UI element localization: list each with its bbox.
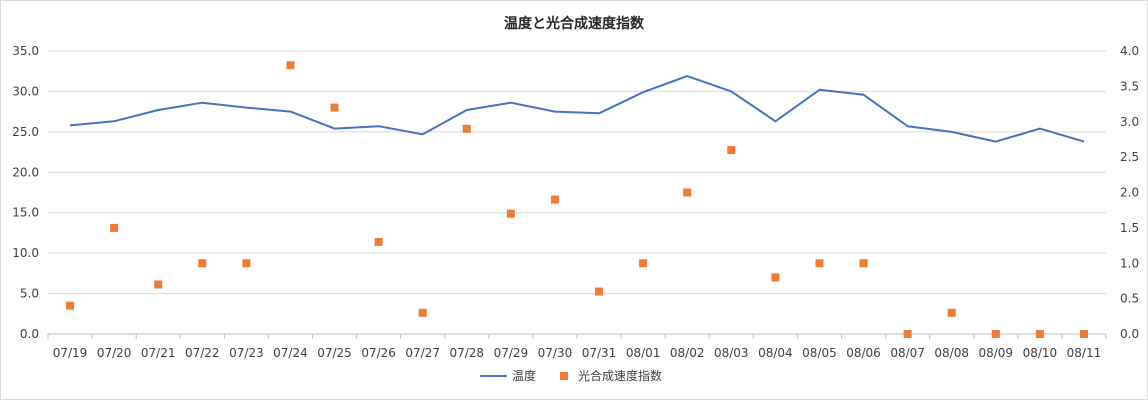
y-left-tick-label: 25.0 [12, 125, 39, 139]
x-tick-label: 08/05 [802, 346, 837, 360]
photosynthesis-marker [506, 209, 515, 218]
y-left-tick-label: 20.0 [12, 165, 39, 179]
x-tick-label: 07/30 [538, 346, 573, 360]
x-tick-label: 08/07 [890, 346, 925, 360]
y-axis-left: 0.0 5.0 10.0 15.0 20.0 25.0 30.0 35.0 [12, 44, 39, 341]
chart-title: 温度と光合成速度指数 [504, 15, 645, 32]
x-tick-label: 08/09 [978, 346, 1013, 360]
x-tick-label: 08/08 [934, 346, 969, 360]
x-tick-label: 08/03 [714, 346, 749, 360]
y-left-tick-label: 15.0 [12, 206, 39, 220]
photosynthesis-marker [330, 103, 339, 112]
x-tick-label: 07/21 [141, 346, 176, 360]
y-right-tick-label: 0.0 [1120, 327, 1139, 341]
photosynthesis-marker [110, 223, 119, 232]
y-left-tick-label: 10.0 [12, 246, 39, 260]
photosynthesis-marker [66, 301, 75, 310]
y-right-tick-label: 1.0 [1120, 256, 1139, 270]
y-left-tick-label: 0.0 [20, 327, 39, 341]
x-tick-label: 08/06 [846, 346, 881, 360]
photosynthesis-marker [595, 287, 604, 296]
y-right-tick-label: 0.5 [1120, 292, 1139, 306]
gridlines [48, 50, 1106, 335]
photosynthesis-marker [639, 259, 648, 268]
x-tick-label: 07/26 [361, 346, 396, 360]
y-right-tick-label: 4.0 [1120, 44, 1139, 58]
photosynthesis-marker [242, 259, 251, 268]
x-tick-label: 08/04 [758, 346, 793, 360]
photosynthesis-marker [727, 146, 736, 155]
photosynthesis-marker [859, 259, 868, 268]
photosynthesis-marker [550, 195, 559, 204]
x-tick-label: 07/25 [317, 346, 352, 360]
legend: 温度 光合成速度指数 [480, 368, 662, 383]
x-tick-label: 08/11 [1067, 346, 1102, 360]
photosynthesis-marker [683, 188, 692, 197]
series-temperature [69, 75, 1085, 143]
y-right-tick-label: 3.0 [1120, 115, 1139, 129]
photosynthesis-marker [1035, 330, 1044, 338]
photosynthesis-marker [418, 308, 427, 317]
x-tick-label: 07/23 [229, 346, 264, 360]
photosynthesis-marker [947, 308, 956, 317]
photosynthesis-marker [1079, 330, 1088, 338]
photosynthesis-marker [198, 259, 207, 268]
y-right-tick-label: 1.5 [1120, 221, 1139, 235]
y-right-tick-label: 3.5 [1120, 79, 1139, 93]
photosynthesis-marker [815, 259, 824, 268]
series-photosynthesis [66, 61, 1088, 338]
photosynthesis-marker [903, 330, 912, 338]
x-tick-label: 07/28 [449, 346, 484, 360]
y-axis-right: 0.0 0.5 1.0 1.5 2.0 2.5 3.0 3.5 4.0 [1120, 44, 1139, 341]
photosynthesis-marker [286, 61, 295, 70]
x-tick-label: 07/22 [185, 346, 220, 360]
x-tick-label: 07/27 [405, 346, 440, 360]
x-tick-label: 07/24 [273, 346, 308, 360]
legend-label-photosynthesis: 光合成速度指数 [578, 368, 662, 383]
x-tick-label: 08/01 [626, 346, 661, 360]
y-left-tick-label: 35.0 [12, 44, 39, 58]
y-left-tick-label: 5.0 [20, 287, 39, 301]
x-tick-label: 07/31 [582, 346, 617, 360]
x-tick-label: 07/20 [97, 346, 132, 360]
x-axis: 07/19 07/20 07/21 07/22 07/23 07/24 07/25 07/26… [47, 333, 1107, 360]
photosynthesis-marker [991, 330, 1000, 338]
x-tick-label: 07/29 [494, 346, 529, 360]
photosynthesis-marker [771, 273, 780, 282]
y-right-tick-label: 2.0 [1120, 186, 1139, 200]
y-left-tick-label: 30.0 [12, 84, 39, 98]
x-tick-label: 07/19 [53, 346, 88, 360]
x-tick-label: 08/02 [670, 346, 705, 360]
x-tick-label: 08/10 [1023, 346, 1058, 360]
photosynthesis-marker [374, 238, 383, 247]
temperature-line [69, 75, 1085, 143]
photosynthesis-marker [462, 124, 471, 133]
y-right-tick-label: 2.5 [1120, 150, 1139, 164]
photosynthesis-marker [154, 280, 163, 289]
legend-label-temperature: 温度 [512, 368, 536, 383]
legend-swatch-square [560, 372, 568, 380]
